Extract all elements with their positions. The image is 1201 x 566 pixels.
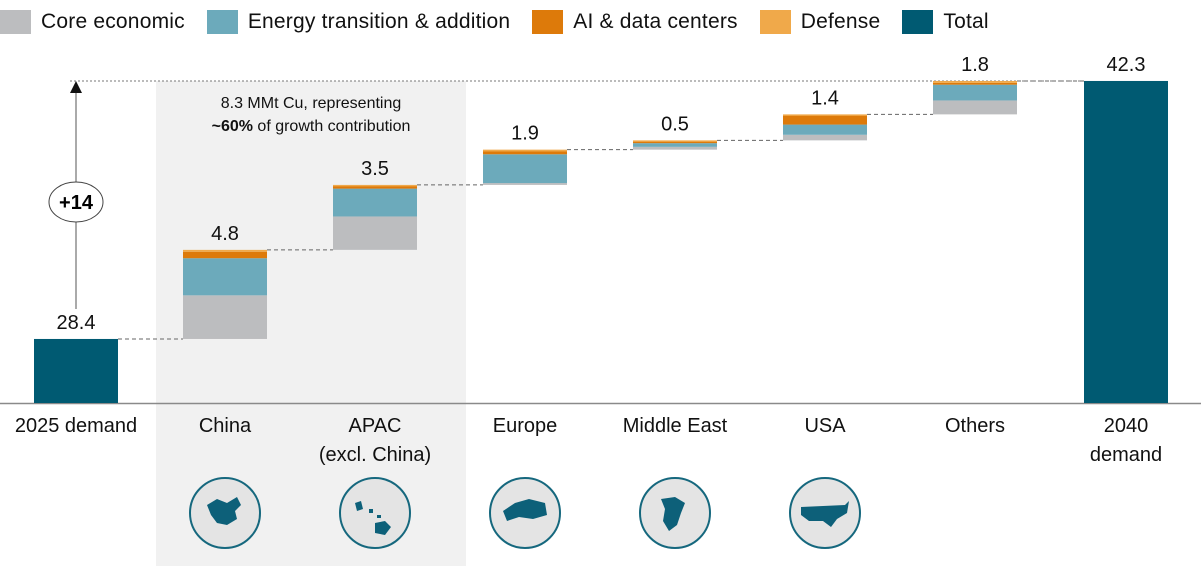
annotation-highlight: ~60% xyxy=(212,118,253,135)
legend-item: Core economic xyxy=(0,10,185,34)
middle-east-globe-icon xyxy=(639,477,711,549)
annotation-line-1: 8.3 MMt Cu, representing xyxy=(221,95,402,112)
legend-label: Energy transition & addition xyxy=(247,10,511,33)
annotation-text: of growth contribution xyxy=(253,118,410,135)
europe-globe-icon xyxy=(489,477,561,549)
data-label: 3.5 xyxy=(361,158,389,180)
legend-item: Defense xyxy=(759,10,881,34)
growth-badge-label: +14 xyxy=(59,192,94,214)
legend-label: AI & data centers xyxy=(573,10,738,33)
data-label: 1.8 xyxy=(961,54,989,76)
bar-segment-ai-data-centers xyxy=(783,115,867,125)
bar-segment-defense xyxy=(333,184,417,187)
bar-total xyxy=(34,338,118,403)
category-label: Middle East xyxy=(623,415,728,437)
bar-segment-core-economic xyxy=(333,216,417,250)
growth-badge xyxy=(48,181,104,223)
data-label: 28.4 xyxy=(57,312,96,334)
apac-globe-icon xyxy=(339,477,411,549)
bar-segment-energy-transition-addition xyxy=(183,258,267,296)
legend-item: AI & data centers xyxy=(532,10,738,34)
category-label: Europe xyxy=(493,415,558,437)
bar-total xyxy=(1084,80,1168,404)
bar-segment-core-economic xyxy=(933,100,1017,115)
bar-segment-energy-transition-addition xyxy=(333,188,417,217)
bar-segment-ai-data-centers xyxy=(933,82,1017,85)
legend-swatch xyxy=(759,10,791,34)
legend-item: Energy transition & addition xyxy=(206,10,511,34)
bar-segment-defense xyxy=(783,114,867,116)
usa-globe-icon xyxy=(789,477,861,549)
category-label: USA xyxy=(804,415,846,437)
bar-segment-ai-data-centers xyxy=(633,141,717,144)
bar-segment-defense xyxy=(933,80,1017,83)
arrow-head-icon xyxy=(70,80,82,93)
bar-segment-defense xyxy=(633,140,717,142)
bar-segment-ai-data-centers xyxy=(483,151,567,155)
data-label: 1.9 xyxy=(511,123,539,145)
category-label: APAC xyxy=(349,415,402,437)
bar-segment-energy-transition-addition xyxy=(933,84,1017,101)
bar-segment-core-economic xyxy=(783,134,867,141)
legend-label: Defense xyxy=(800,10,881,33)
bar-segment-defense xyxy=(183,249,267,252)
bar-segment-ai-data-centers xyxy=(333,185,417,189)
category-label: 2040 xyxy=(1104,415,1149,437)
category-label: (excl. China) xyxy=(319,444,431,466)
bar-segment-energy-transition-addition xyxy=(783,124,867,135)
legend-swatch xyxy=(532,10,564,34)
bar-segment-core-economic xyxy=(633,146,717,150)
legend-label: Total xyxy=(943,10,989,33)
data-label: 0.5 xyxy=(661,113,689,135)
bar-segment-core-economic xyxy=(183,295,267,339)
legend: Core economic Energy transition & additio… xyxy=(0,8,1011,36)
bar-segment-defense xyxy=(483,149,567,152)
category-label: China xyxy=(199,415,252,437)
legend-item: Total xyxy=(902,10,989,34)
category-label: demand xyxy=(1090,444,1162,466)
legend-swatch xyxy=(902,10,934,34)
legend-label: Core economic xyxy=(41,10,185,33)
data-label: 1.4 xyxy=(811,87,839,109)
data-label: 42.3 xyxy=(1107,54,1146,76)
category-label: 2025 demand xyxy=(15,415,137,437)
bar-segment-energy-transition-addition xyxy=(483,154,567,184)
data-label: 4.8 xyxy=(211,223,239,245)
legend-swatch xyxy=(206,10,238,34)
legend-swatch xyxy=(0,10,31,34)
bar-segment-energy-transition-addition xyxy=(633,143,717,147)
bar-segment-core-economic xyxy=(483,183,567,185)
category-label: Others xyxy=(945,415,1005,437)
bar-segment-ai-data-centers xyxy=(183,251,267,259)
annotation-line-2: ~60% of growth contribution xyxy=(212,118,411,135)
china-globe-icon xyxy=(189,477,261,549)
